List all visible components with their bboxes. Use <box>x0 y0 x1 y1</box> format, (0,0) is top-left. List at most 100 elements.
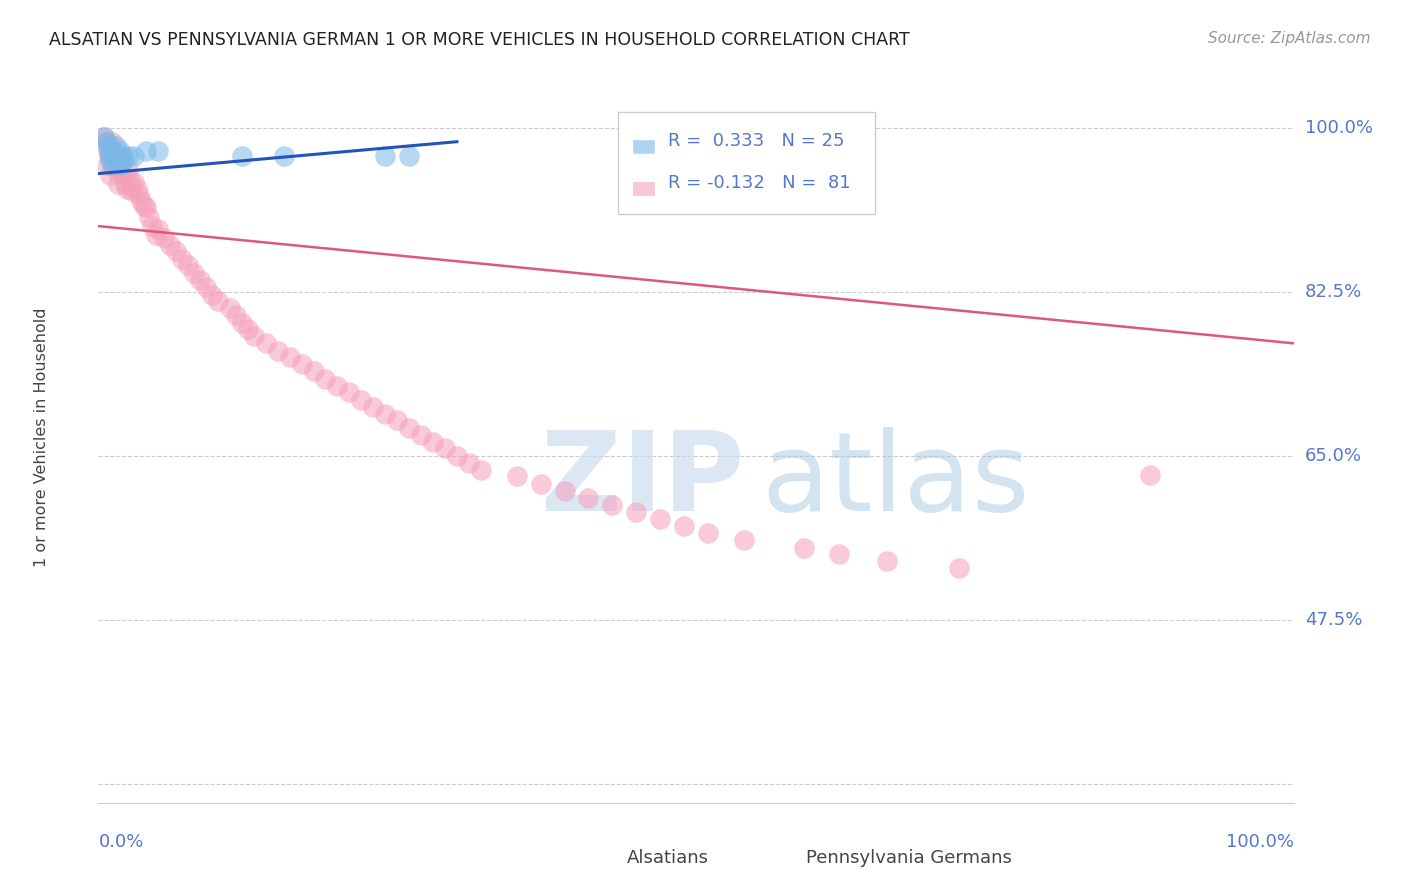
Point <box>207 294 229 309</box>
Point <box>183 266 205 280</box>
Text: R = -0.132   N =  81: R = -0.132 N = 81 <box>668 174 851 192</box>
Point <box>110 158 132 172</box>
Point <box>165 244 187 259</box>
Point <box>385 413 409 427</box>
Point <box>121 185 143 199</box>
Point <box>138 210 160 224</box>
Point <box>115 181 138 195</box>
Point <box>107 153 129 168</box>
Point <box>93 130 115 145</box>
Point <box>145 228 167 243</box>
Point <box>131 194 153 208</box>
Point <box>673 519 696 533</box>
Text: Alsatians: Alsatians <box>627 848 709 867</box>
Point <box>434 442 457 456</box>
FancyBboxPatch shape <box>773 850 800 866</box>
Point <box>236 322 259 336</box>
Point <box>948 561 970 575</box>
Point <box>398 420 420 434</box>
Point <box>98 144 121 158</box>
Text: 100.0%: 100.0% <box>1305 119 1372 136</box>
Point <box>148 222 170 236</box>
Point <box>125 181 148 195</box>
Point <box>201 287 224 301</box>
FancyBboxPatch shape <box>619 112 876 214</box>
Text: R =  0.333   N = 25: R = 0.333 N = 25 <box>668 132 845 150</box>
Point <box>96 135 118 149</box>
Point <box>141 219 163 233</box>
Point <box>626 505 648 519</box>
Point <box>273 149 295 163</box>
Point <box>172 252 194 266</box>
Point <box>100 135 122 149</box>
Point <box>104 158 127 172</box>
Point <box>411 428 433 442</box>
Point <box>219 301 242 315</box>
Point <box>97 139 120 153</box>
Point <box>104 153 127 168</box>
Point <box>578 491 600 505</box>
Text: ZIP: ZIP <box>541 427 744 534</box>
Point <box>153 231 176 245</box>
Point <box>124 149 146 163</box>
Point <box>159 237 181 252</box>
Point <box>111 149 134 163</box>
Point <box>103 153 125 168</box>
Point <box>554 483 576 498</box>
Text: 65.0%: 65.0% <box>1305 447 1361 465</box>
Point <box>243 328 266 343</box>
Point <box>114 177 136 191</box>
Point <box>110 158 132 172</box>
Point <box>225 308 247 322</box>
Point <box>458 456 481 470</box>
Point <box>105 139 128 153</box>
Point <box>107 177 129 191</box>
Point <box>506 469 529 483</box>
Point <box>231 149 253 163</box>
Point <box>107 149 129 163</box>
Point <box>107 149 129 163</box>
Point <box>278 351 301 365</box>
Point <box>98 168 122 182</box>
Point <box>733 533 755 548</box>
Point <box>398 149 420 163</box>
Point <box>132 199 155 213</box>
Point <box>117 149 139 163</box>
Point <box>697 525 720 540</box>
Point <box>530 477 553 491</box>
Point <box>291 357 314 371</box>
Point <box>363 400 385 414</box>
Point <box>793 541 815 555</box>
Text: atlas: atlas <box>762 427 1031 534</box>
Point <box>128 188 150 202</box>
Text: 1 or more Vehicles in Household: 1 or more Vehicles in Household <box>34 308 49 566</box>
Text: Source: ZipAtlas.com: Source: ZipAtlas.com <box>1208 31 1371 46</box>
Point <box>97 144 120 158</box>
Point <box>103 149 125 163</box>
Point <box>374 149 396 163</box>
Point <box>1139 467 1161 482</box>
Point <box>105 162 128 177</box>
Point <box>254 336 277 351</box>
Point <box>93 130 115 145</box>
FancyBboxPatch shape <box>633 140 654 153</box>
Point <box>648 511 672 525</box>
FancyBboxPatch shape <box>595 850 620 866</box>
Point <box>350 392 373 407</box>
Point <box>101 144 124 158</box>
Point <box>326 378 349 392</box>
Point <box>96 158 118 172</box>
Point <box>111 168 134 182</box>
FancyBboxPatch shape <box>633 182 654 195</box>
Point <box>124 175 146 189</box>
Point <box>112 153 135 168</box>
Point <box>118 172 141 186</box>
Point <box>470 463 492 477</box>
Point <box>374 407 396 421</box>
Text: 82.5%: 82.5% <box>1305 283 1362 301</box>
Text: ALSATIAN VS PENNSYLVANIA GERMAN 1 OR MORE VEHICLES IN HOUSEHOLD CORRELATION CHAR: ALSATIAN VS PENNSYLVANIA GERMAN 1 OR MOR… <box>49 31 910 49</box>
Point <box>94 135 117 149</box>
Point <box>828 547 851 561</box>
Point <box>302 364 325 378</box>
Point <box>231 316 253 330</box>
